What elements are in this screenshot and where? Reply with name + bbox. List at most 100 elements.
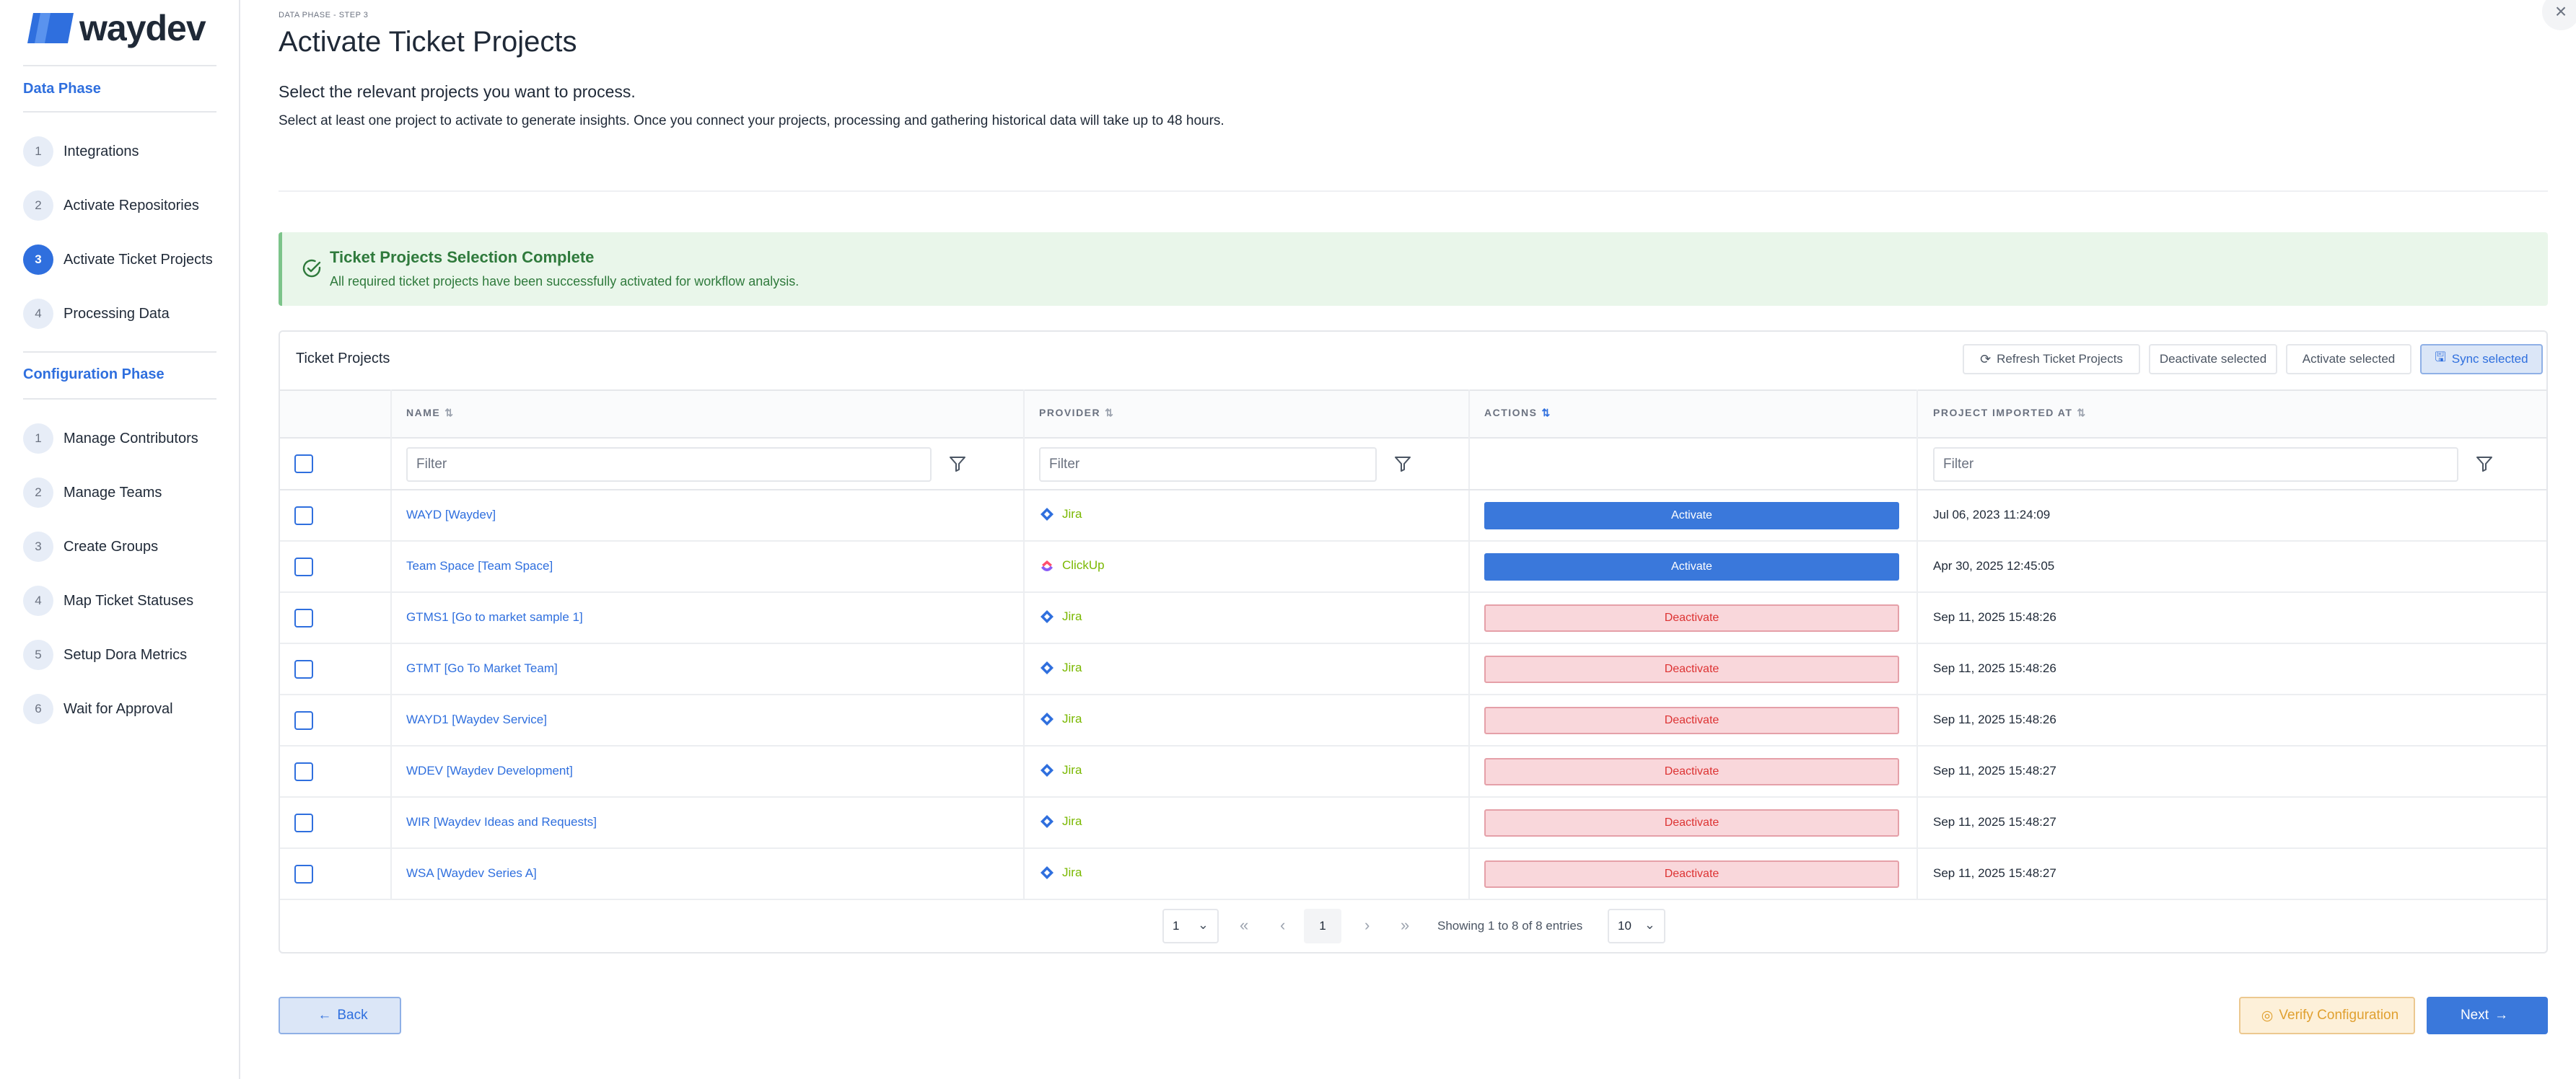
back-label: Back [337, 1008, 368, 1023]
column-header-name[interactable]: NAME ⇅ [406, 407, 453, 419]
sidebar-item-label: Processing Data [63, 305, 170, 322]
filter-icon[interactable] [948, 454, 967, 473]
row-checkbox[interactable] [294, 558, 313, 576]
jira-icon [1041, 815, 1053, 828]
select-all-checkbox[interactable] [294, 454, 313, 473]
next-page-icon[interactable]: › [1364, 916, 1370, 934]
verify-label: Verify Configuration [2279, 1008, 2399, 1023]
verify-configuration-button[interactable]: ◎ Verify Configuration [2239, 997, 2415, 1034]
project-name-link[interactable]: WDEV [Waydev Development] [406, 764, 573, 778]
jira-icon [1041, 866, 1053, 879]
sidebar-item-label: Setup Dora Metrics [63, 646, 188, 663]
page-select[interactable]: 1 ⌄ [1162, 909, 1219, 943]
last-page-icon[interactable]: » [1401, 916, 1410, 934]
row-checkbox[interactable] [294, 609, 313, 627]
close-button[interactable]: × [2542, 0, 2576, 30]
logo[interactable]: waydev [26, 7, 206, 49]
refresh-label: Refresh Ticket Projects [1997, 352, 2123, 366]
sync-selected-button[interactable]: 🖫 Sync selected [2420, 344, 2543, 374]
refresh-icon: ⟳ [1980, 351, 1992, 366]
imported-at-cell: Sep 11, 2025 15:48:26 [1933, 713, 2056, 726]
sidebar-section-config-phase[interactable]: Configuration Phase [23, 366, 165, 382]
sidebar-divider [23, 111, 216, 113]
sidebar-item-activate-ticket-projects[interactable]: 3 Activate Ticket Projects [23, 243, 232, 276]
row-checkbox[interactable] [294, 506, 313, 525]
imported-at-filter-input[interactable] [1933, 447, 2458, 482]
sort-icon: ⇅ [2077, 407, 2086, 418]
back-button[interactable]: ← Back [279, 997, 401, 1034]
previous-page-icon[interactable]: ‹ [1280, 916, 1286, 934]
row-checkbox[interactable] [294, 711, 313, 730]
project-name-link[interactable]: WAYD [Waydev] [406, 508, 496, 521]
sidebar-section-data-phase[interactable]: Data Phase [23, 81, 101, 97]
sync-label: Sync selected [2451, 352, 2528, 366]
table-row: WDEV [Waydev Development] Jira Deactivate S… [280, 747, 2546, 798]
column-divider [1468, 389, 1470, 899]
sidebar-item-activate-repositories[interactable]: 2 Activate Repositories [23, 189, 232, 222]
sidebar-item-map-ticket-statuses[interactable]: 4 Map Ticket Statuses [23, 584, 232, 617]
project-name-link[interactable]: GTMS1 [Go to market sample 1] [406, 610, 583, 624]
column-header-imported-at[interactable]: PROJECT IMPORTED AT ⇅ [1933, 407, 2085, 419]
project-name-link[interactable]: WSA [Waydev Series A] [406, 866, 537, 880]
page-size-select[interactable]: 10 ⌄ [1608, 909, 1665, 943]
sidebar-item-manage-teams[interactable]: 2 Manage Teams [23, 476, 232, 509]
deactivate-button[interactable]: Deactivate [1484, 604, 1899, 632]
activate-button[interactable]: Activate [1484, 502, 1899, 529]
project-name-link[interactable]: GTMT [Go To Market Team] [406, 661, 558, 675]
imported-at-cell: Apr 30, 2025 12:45:05 [1933, 559, 2055, 573]
provider-label: Jira [1062, 763, 1082, 777]
sidebar-item-integrations[interactable]: 1 Integrations [23, 135, 232, 168]
success-alert: Ticket Projects Selection Complete All r… [279, 232, 2548, 306]
page-number-button[interactable]: 1 [1304, 909, 1341, 943]
row-checkbox[interactable] [294, 762, 313, 781]
row-checkbox[interactable] [294, 814, 313, 832]
column-header-provider[interactable]: PROVIDER ⇅ [1039, 407, 1113, 419]
step-number-badge: 4 [23, 586, 53, 616]
jira-icon [1041, 764, 1053, 777]
success-title: Ticket Projects Selection Complete [330, 248, 595, 266]
activate-selected-button[interactable]: Activate selected [2286, 344, 2411, 374]
first-page-icon[interactable]: « [1240, 916, 1249, 934]
sidebar-item-setup-dora-metrics[interactable]: 5 Setup Dora Metrics [23, 638, 232, 671]
sidebar-item-create-groups[interactable]: 3 Create Groups [23, 530, 232, 563]
deactivate-button[interactable]: Deactivate [1484, 707, 1899, 734]
provider-label: Jira [1062, 507, 1082, 521]
sidebar-divider [23, 351, 216, 353]
provider-filter-input[interactable] [1039, 447, 1377, 482]
column-header-actions[interactable]: ACTIONS ⇅ [1484, 407, 1550, 419]
refresh-ticket-projects-button[interactable]: ⟳ Refresh Ticket Projects [1963, 344, 2140, 374]
project-name-link[interactable]: Team Space [Team Space] [406, 559, 553, 573]
sidebar-item-processing-data[interactable]: 4 Processing Data [23, 297, 232, 330]
page-select-value: 1 [1173, 919, 1180, 933]
imported-at-cell: Sep 11, 2025 15:48:27 [1933, 866, 2056, 880]
project-name-link[interactable]: WAYD1 [Waydev Service] [406, 713, 547, 726]
filter-icon[interactable] [1393, 454, 1412, 473]
name-filter-input[interactable] [406, 447, 932, 482]
table-header: NAME ⇅ PROVIDER ⇅ ACTIONS ⇅ PROJECT IMPORTE… [280, 389, 2546, 439]
row-checkbox[interactable] [294, 865, 313, 884]
deactivate-button[interactable]: Deactivate [1484, 860, 1899, 888]
sidebar-item-wait-for-approval[interactable]: 6 Wait for Approval [23, 692, 232, 726]
deactivate-button[interactable]: Deactivate [1484, 656, 1899, 683]
sidebar-item-manage-contributors[interactable]: 1 Manage Contributors [23, 422, 232, 455]
table-row: WIR [Waydev Ideas and Requests] Jira Deact… [280, 798, 2546, 849]
ticket-projects-card: Ticket Projects ⟳ Refresh Ticket Projects… [279, 330, 2548, 954]
sidebar-item-label: Manage Contributors [63, 430, 198, 446]
next-button[interactable]: Next → [2427, 997, 2548, 1034]
filter-icon[interactable] [2475, 454, 2494, 473]
deactivate-button[interactable]: Deactivate [1484, 809, 1899, 837]
provider-cell: ClickUp [1039, 558, 1105, 573]
pagination-info: Showing 1 to 8 of 8 entries [1437, 919, 1583, 933]
table-row: GTMT [Go To Market Team] Jira Deactivate Se… [280, 644, 2546, 695]
deactivate-button[interactable]: Deactivate [1484, 758, 1899, 785]
activate-button[interactable]: Activate [1484, 553, 1899, 581]
jira-icon [1041, 508, 1053, 521]
deactivate-selected-button[interactable]: Deactivate selected [2149, 344, 2277, 374]
step-number-badge: 2 [23, 190, 53, 221]
project-name-link[interactable]: WIR [Waydev Ideas and Requests] [406, 815, 597, 829]
sort-icon: ⇅ [444, 407, 453, 418]
row-checkbox[interactable] [294, 660, 313, 679]
imported-at-cell: Sep 11, 2025 15:48:27 [1933, 815, 2056, 829]
provider-cell: Jira [1039, 865, 1082, 881]
filter-row [280, 439, 2546, 490]
